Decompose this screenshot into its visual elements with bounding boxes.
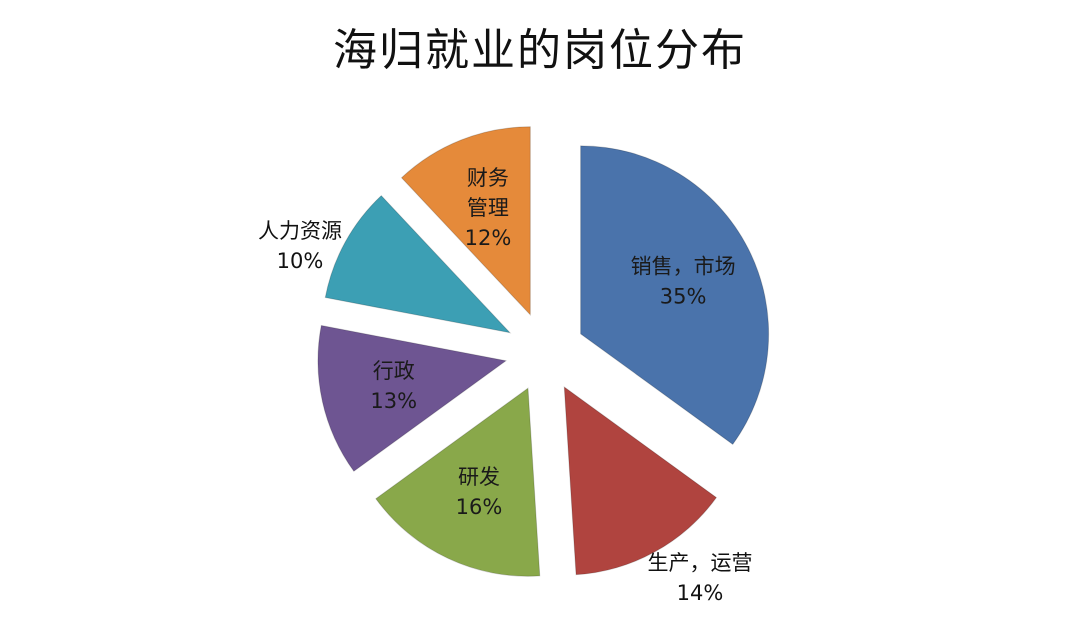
slice-name-rnd: 研发 [458,465,500,489]
slice-name-production-operations: 生产，运营 [648,551,753,575]
slice-label-production-operations: 生产，运营 14% [648,551,753,605]
slice-percent-sales-marketing: 35% [660,285,707,309]
pie-slice-group-human-resources: 人力资源 10% [258,194,512,334]
slice-name-human-resources: 人力资源 [258,219,342,243]
pie-slice-group-rnd: 研发 16% [375,387,541,577]
pie-slice-group-administration: 行政 13% [317,324,508,472]
slice-percent-production-operations: 14% [677,581,724,605]
pie-slice-human-resources [324,194,512,334]
slice-label-rnd: 研发 16% [456,465,503,519]
slice-percent-rnd: 16% [456,495,503,519]
pie-slice-finance-management [400,126,531,317]
pie-slice-sales-marketing [580,145,770,446]
pie-slice-group-sales-marketing: 销售，市场 35% [580,145,770,446]
slice-name-finance-management: 管理 [467,196,509,220]
chart-title: 海归就业的岗位分布 [333,25,747,76]
pie-slice-administration [317,324,508,472]
slice-label-sales-marketing: 销售，市场 35% [631,255,736,309]
pie-slice-group-production-operations: 生产，运营 14% [563,386,753,605]
slice-percent-finance-management: 12% [465,226,512,250]
slice-percent-administration: 13% [370,389,417,413]
slice-label-administration: 行政 13% [370,359,417,413]
pie-slice-production-operations [563,386,718,576]
slice-name-finance-management: 财务 [467,166,509,190]
slice-percent-human-resources: 10% [277,249,324,273]
slice-name-sales-marketing: 销售，市场 [631,255,736,279]
slice-label-finance-management: 财务管理 12% [465,166,512,250]
pie-slice-group-finance-management: 财务管理 12% [400,126,531,317]
slice-name-administration: 行政 [373,359,415,383]
pie-slice-rnd [375,387,541,577]
slice-label-human-resources: 人力资源 10% [258,219,342,273]
